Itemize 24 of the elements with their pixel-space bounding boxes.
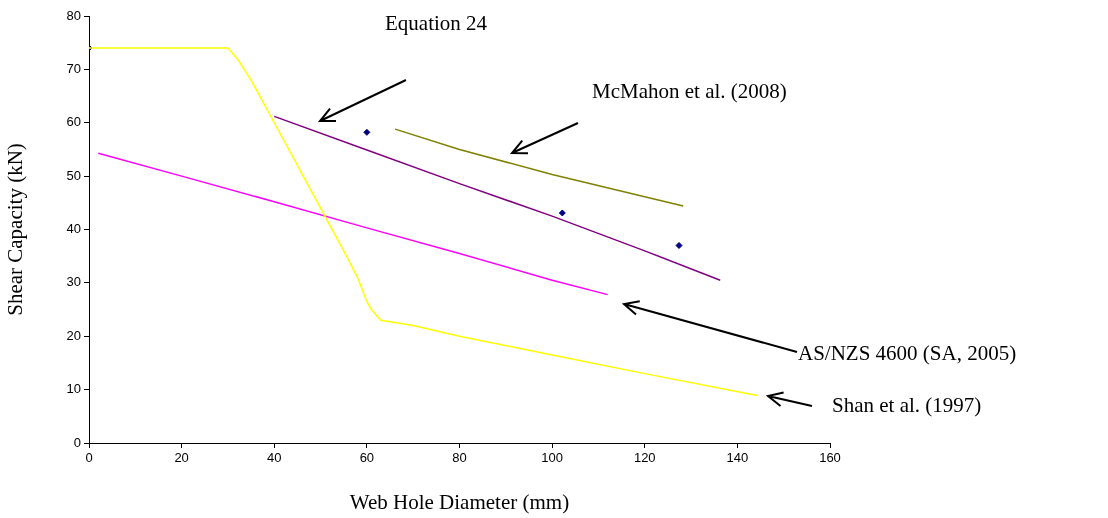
x-tick-label: 40 [267,450,282,466]
y-tick-label: 30 [66,274,81,290]
x-tick-label: 0 [85,450,93,466]
y-axis-title: Shear Capacity (kN) [3,143,28,316]
text: Shan et al. (1997) [832,393,982,417]
y-tick-label: 20 [66,327,81,343]
y-tick-label: 0 [73,434,81,450]
annotation: Equation 24 [385,11,488,35]
y-tick-label: 50 [66,167,81,183]
x-axis-title: Web Hole Diameter (mm) [349,489,570,514]
y-tick-label: 70 [66,60,81,76]
x-tick-label: 80 [452,450,467,466]
annotation: McMahon et al. (2008) [592,79,787,103]
y-tick-label: 40 [66,221,81,237]
x-tick-label: 20 [174,450,189,466]
x-tick-label: 120 [633,450,656,466]
y-tick-label: 60 [66,114,81,130]
x-tick-label: 100 [541,450,563,466]
x-tick-label: 60 [359,450,375,466]
x-tick-label: 160 [819,450,841,466]
y-tick-label: 80 [66,7,81,23]
annotation: AS/NZS 4600 (SA, 2005) [798,341,1017,365]
y-tick-label: 10 [66,381,81,397]
x-tick-label: 140 [726,450,749,466]
